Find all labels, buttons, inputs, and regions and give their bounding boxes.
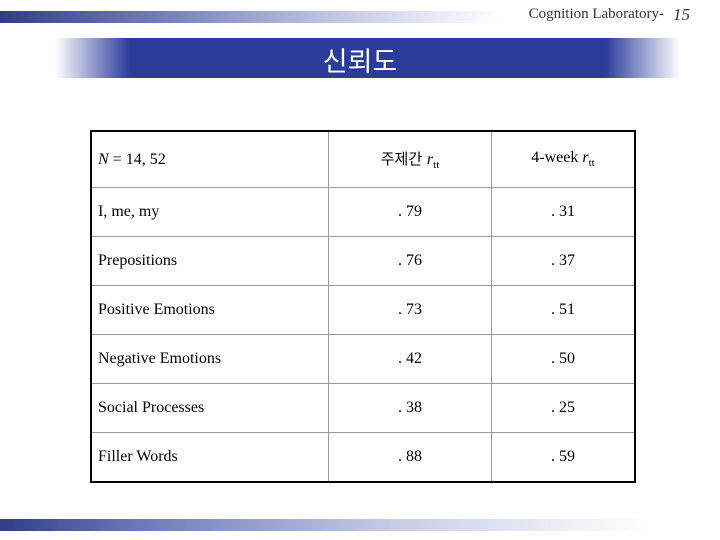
between-value: . 73 — [328, 285, 492, 335]
week4-r: r — [582, 149, 589, 167]
row-label: Negative Emotions — [90, 334, 329, 384]
header-cell-4week: 4-week rtt — [491, 130, 636, 188]
table-row: Filler Words . 88 . 59 — [90, 432, 636, 483]
between-sub: tt — [433, 159, 440, 172]
week4-value: . 25 — [491, 383, 636, 433]
row-label: Positive Emotions — [90, 285, 329, 335]
reliability-table: N = 14, 52 주제간 rtt 4-week rtt I, me, my … — [90, 130, 636, 483]
title-band — [55, 38, 680, 78]
header-cell-between: 주제간 rtt — [328, 130, 492, 188]
week4-sub: tt — [588, 157, 595, 170]
lab-name: Cognition Laboratory- — [528, 6, 664, 22]
week4-value: . 59 — [491, 432, 636, 483]
week4-label: 4-week — [531, 149, 583, 167]
table-row: I, me, my . 79 . 31 — [90, 187, 636, 237]
table-row: Prepositions . 76 . 37 — [90, 236, 636, 286]
page-number: 15 — [673, 5, 690, 24]
row-label: Filler Words — [90, 432, 329, 483]
week4-value: . 51 — [491, 285, 636, 335]
row-label: Prepositions — [90, 236, 329, 286]
slide-title: 신뢰도 — [322, 47, 398, 78]
n-label: N — [98, 150, 109, 168]
week4-value: . 31 — [491, 187, 636, 237]
row-label: I, me, my — [90, 187, 329, 237]
between-value: . 42 — [328, 334, 492, 384]
between-label: 주제간 — [380, 149, 427, 168]
header-cell-n: N = 14, 52 — [90, 130, 329, 188]
week4-value: . 37 — [491, 236, 636, 286]
between-value: . 79 — [328, 187, 492, 237]
between-value: . 38 — [328, 383, 492, 433]
table-row: Social Processes . 38 . 25 — [90, 383, 636, 433]
table-row: Positive Emotions . 73 . 51 — [90, 285, 636, 335]
top-decorative-bar — [0, 11, 500, 23]
between-value: . 88 — [328, 432, 492, 483]
table-header-row: N = 14, 52 주제간 rtt 4-week rtt — [90, 130, 636, 188]
bottom-decorative-bar — [0, 519, 720, 531]
table-row: Negative Emotions . 42 . 50 — [90, 334, 636, 384]
week4-value: . 50 — [491, 334, 636, 384]
n-value: = 14, 52 — [108, 150, 166, 168]
between-r: r — [426, 150, 434, 168]
row-label: Social Processes — [90, 383, 329, 433]
between-value: . 76 — [328, 236, 492, 286]
